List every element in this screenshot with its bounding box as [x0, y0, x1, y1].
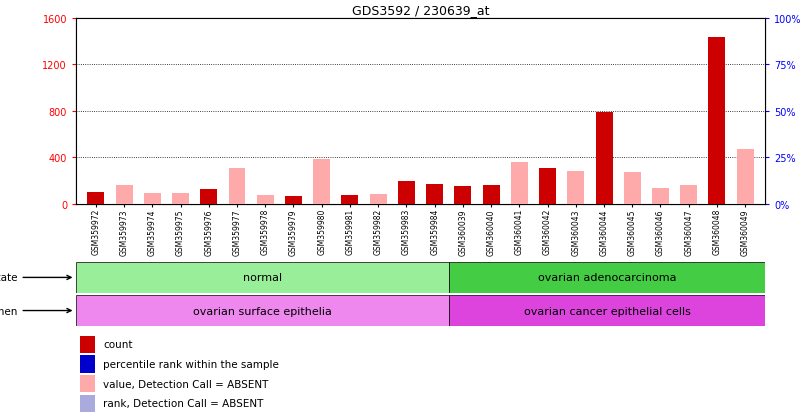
Text: value, Detection Call = ABSENT: value, Detection Call = ABSENT — [103, 379, 268, 389]
Text: normal: normal — [243, 273, 282, 283]
Point — [570, 169, 582, 176]
Bar — [79, 336, 95, 353]
Bar — [737, 150, 754, 204]
Bar — [87, 193, 104, 204]
Point — [682, 110, 695, 116]
Bar — [398, 181, 415, 204]
Bar — [652, 189, 669, 204]
Bar — [79, 356, 95, 373]
Bar — [511, 163, 528, 204]
Text: percentile rank within the sample: percentile rank within the sample — [103, 359, 279, 369]
Bar — [76, 262, 449, 293]
Point — [429, 97, 441, 104]
Bar — [449, 295, 765, 326]
Bar — [680, 186, 697, 204]
Text: rank, Detection Call = ABSENT: rank, Detection Call = ABSENT — [103, 399, 264, 408]
Point — [203, 101, 215, 107]
Bar — [709, 38, 726, 204]
Bar — [426, 185, 443, 204]
Bar — [370, 195, 387, 204]
Bar — [539, 169, 556, 204]
Title: GDS3592 / 230639_at: GDS3592 / 230639_at — [352, 5, 489, 17]
Bar — [483, 186, 500, 204]
Text: ovarian surface epithelia: ovarian surface epithelia — [193, 306, 332, 316]
Bar — [76, 295, 449, 326]
Bar — [257, 196, 274, 204]
Point — [541, 78, 554, 85]
Point — [259, 132, 272, 139]
Text: count: count — [103, 339, 132, 349]
Bar — [285, 196, 302, 204]
Bar — [172, 194, 189, 204]
Bar — [79, 375, 95, 392]
Point — [400, 97, 413, 104]
Bar — [449, 262, 765, 293]
Point — [513, 65, 525, 72]
Point — [654, 151, 667, 157]
Bar — [115, 186, 132, 204]
Point — [598, 110, 610, 116]
Point — [739, 129, 751, 135]
Point — [90, 114, 103, 121]
Point — [146, 123, 159, 130]
Bar — [596, 113, 613, 204]
Text: disease state: disease state — [0, 273, 71, 283]
Text: ovarian cancer epithelial cells: ovarian cancer epithelial cells — [524, 306, 690, 316]
Text: ovarian adenocarcinoma: ovarian adenocarcinoma — [537, 273, 676, 283]
Bar — [144, 194, 161, 204]
Bar — [341, 195, 358, 204]
Point — [287, 110, 300, 116]
Bar — [228, 169, 245, 204]
Point — [710, 73, 723, 79]
Point — [344, 125, 356, 131]
Point — [174, 132, 187, 139]
Text: specimen: specimen — [0, 306, 71, 316]
Bar — [624, 173, 641, 204]
Bar — [200, 189, 217, 204]
Point — [457, 114, 469, 121]
Point — [118, 108, 131, 115]
Bar — [313, 159, 330, 204]
Bar — [567, 172, 584, 204]
Bar — [454, 186, 471, 204]
Bar — [79, 395, 95, 412]
